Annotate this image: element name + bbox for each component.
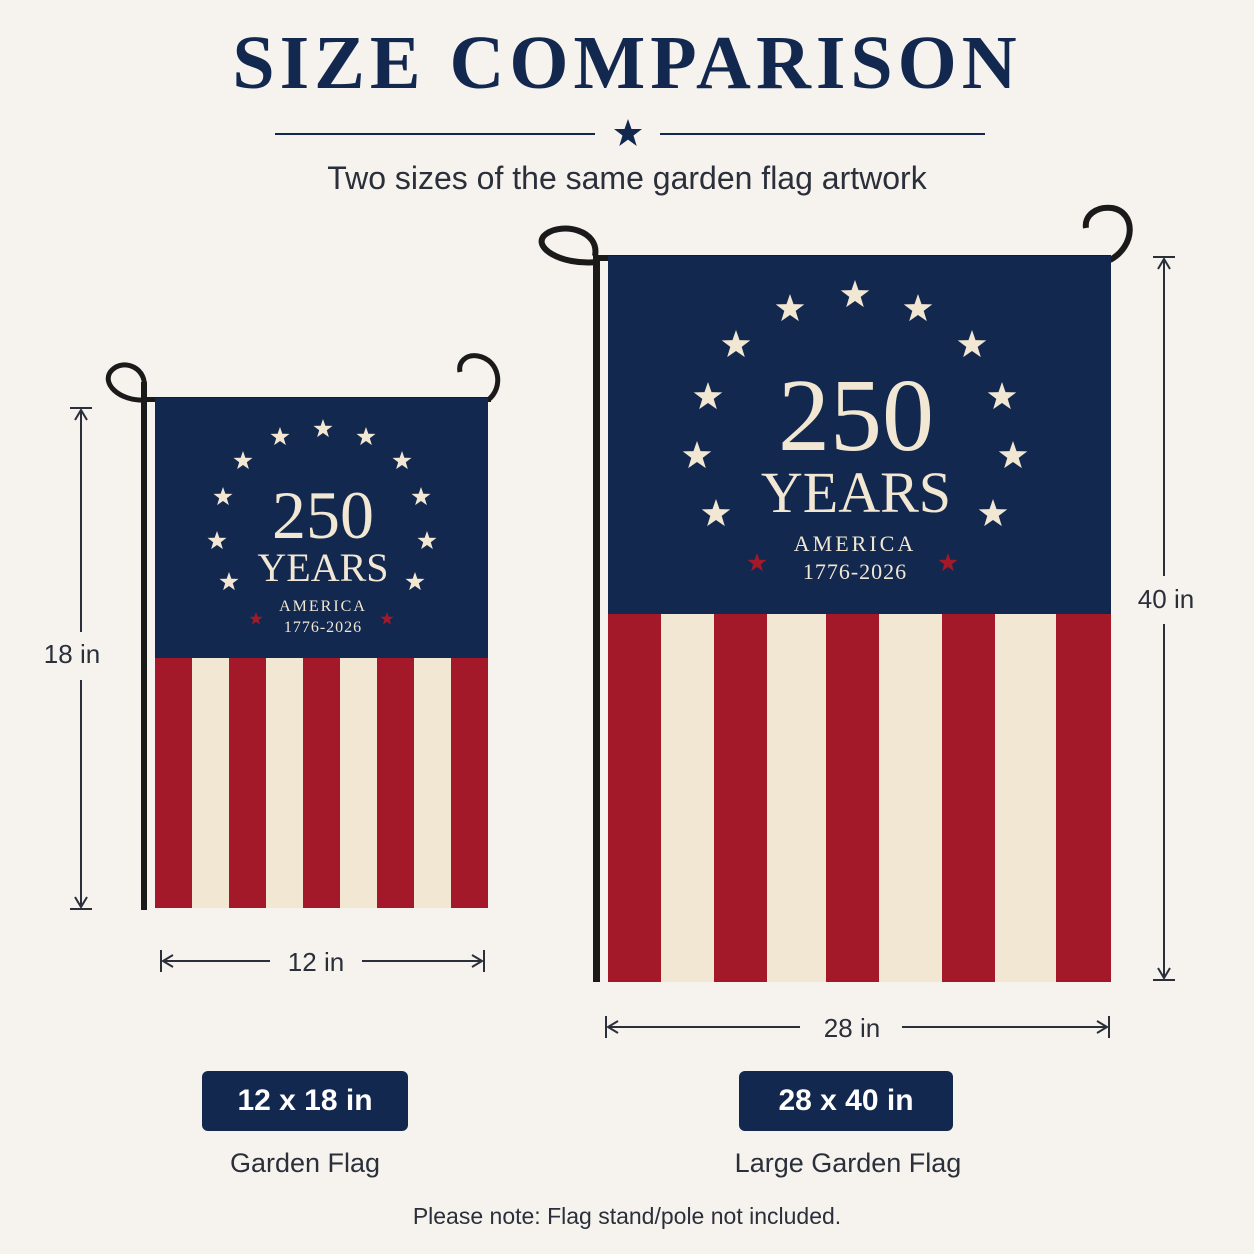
divider-star-icon [614,119,642,146]
small-flag-dimension-lines [70,407,485,972]
small-pole-hook-right [457,353,501,402]
title-divider-left [275,133,595,135]
large-flag: 250 YEARS AMERICA 1776-2026 [538,204,1133,982]
page-title: SIZE COMPARISON [232,21,1022,105]
large-flag-height-label: 40 in [1127,586,1205,612]
disclaimer-note: Please note: Flag stand/pole not include… [412,1203,842,1229]
small-flag-word: YEARS [257,545,388,590]
small-flag-height-label: 18 in [40,641,104,667]
small-flag-caption: Garden Flag [229,1148,381,1178]
small-flag-years: 1776-2026 [284,619,362,636]
large-flag-years: 1776-2026 [803,559,907,584]
small-flag: 250 YEARS AMERICA 1776-2026 [105,353,501,910]
small-flag-country: AMERICA [279,598,367,615]
small-flag-pole [141,382,147,910]
large-flag-number: 250 [778,358,934,473]
large-pole-hook-left [538,225,599,266]
large-flag-caption: Large Garden Flag [734,1148,962,1178]
large-flag-dimension-lines [605,256,1175,1038]
small-size-badge: 12 x 18 in [202,1071,408,1131]
small-pole-hook-left [105,362,148,403]
small-flag-canton [155,398,488,658]
small-flag-number: 250 [272,477,374,553]
large-flag-pole [593,255,600,982]
large-flag-width-label: 28 in [808,1015,896,1041]
large-flag-canton [608,256,1111,614]
large-flag-country: AMERICA [794,531,916,556]
page-subtitle: Two sizes of the same garden flag artwor… [327,160,927,196]
title-divider-right [660,133,985,135]
large-flag-word: YEARS [761,460,951,525]
large-pole-hook-right [1082,204,1133,263]
small-flag-width-label: 12 in [276,949,356,975]
large-size-badge: 28 x 40 in [739,1071,953,1131]
large-flag-stripes [608,614,1111,982]
small-flag-stripes [155,658,488,908]
